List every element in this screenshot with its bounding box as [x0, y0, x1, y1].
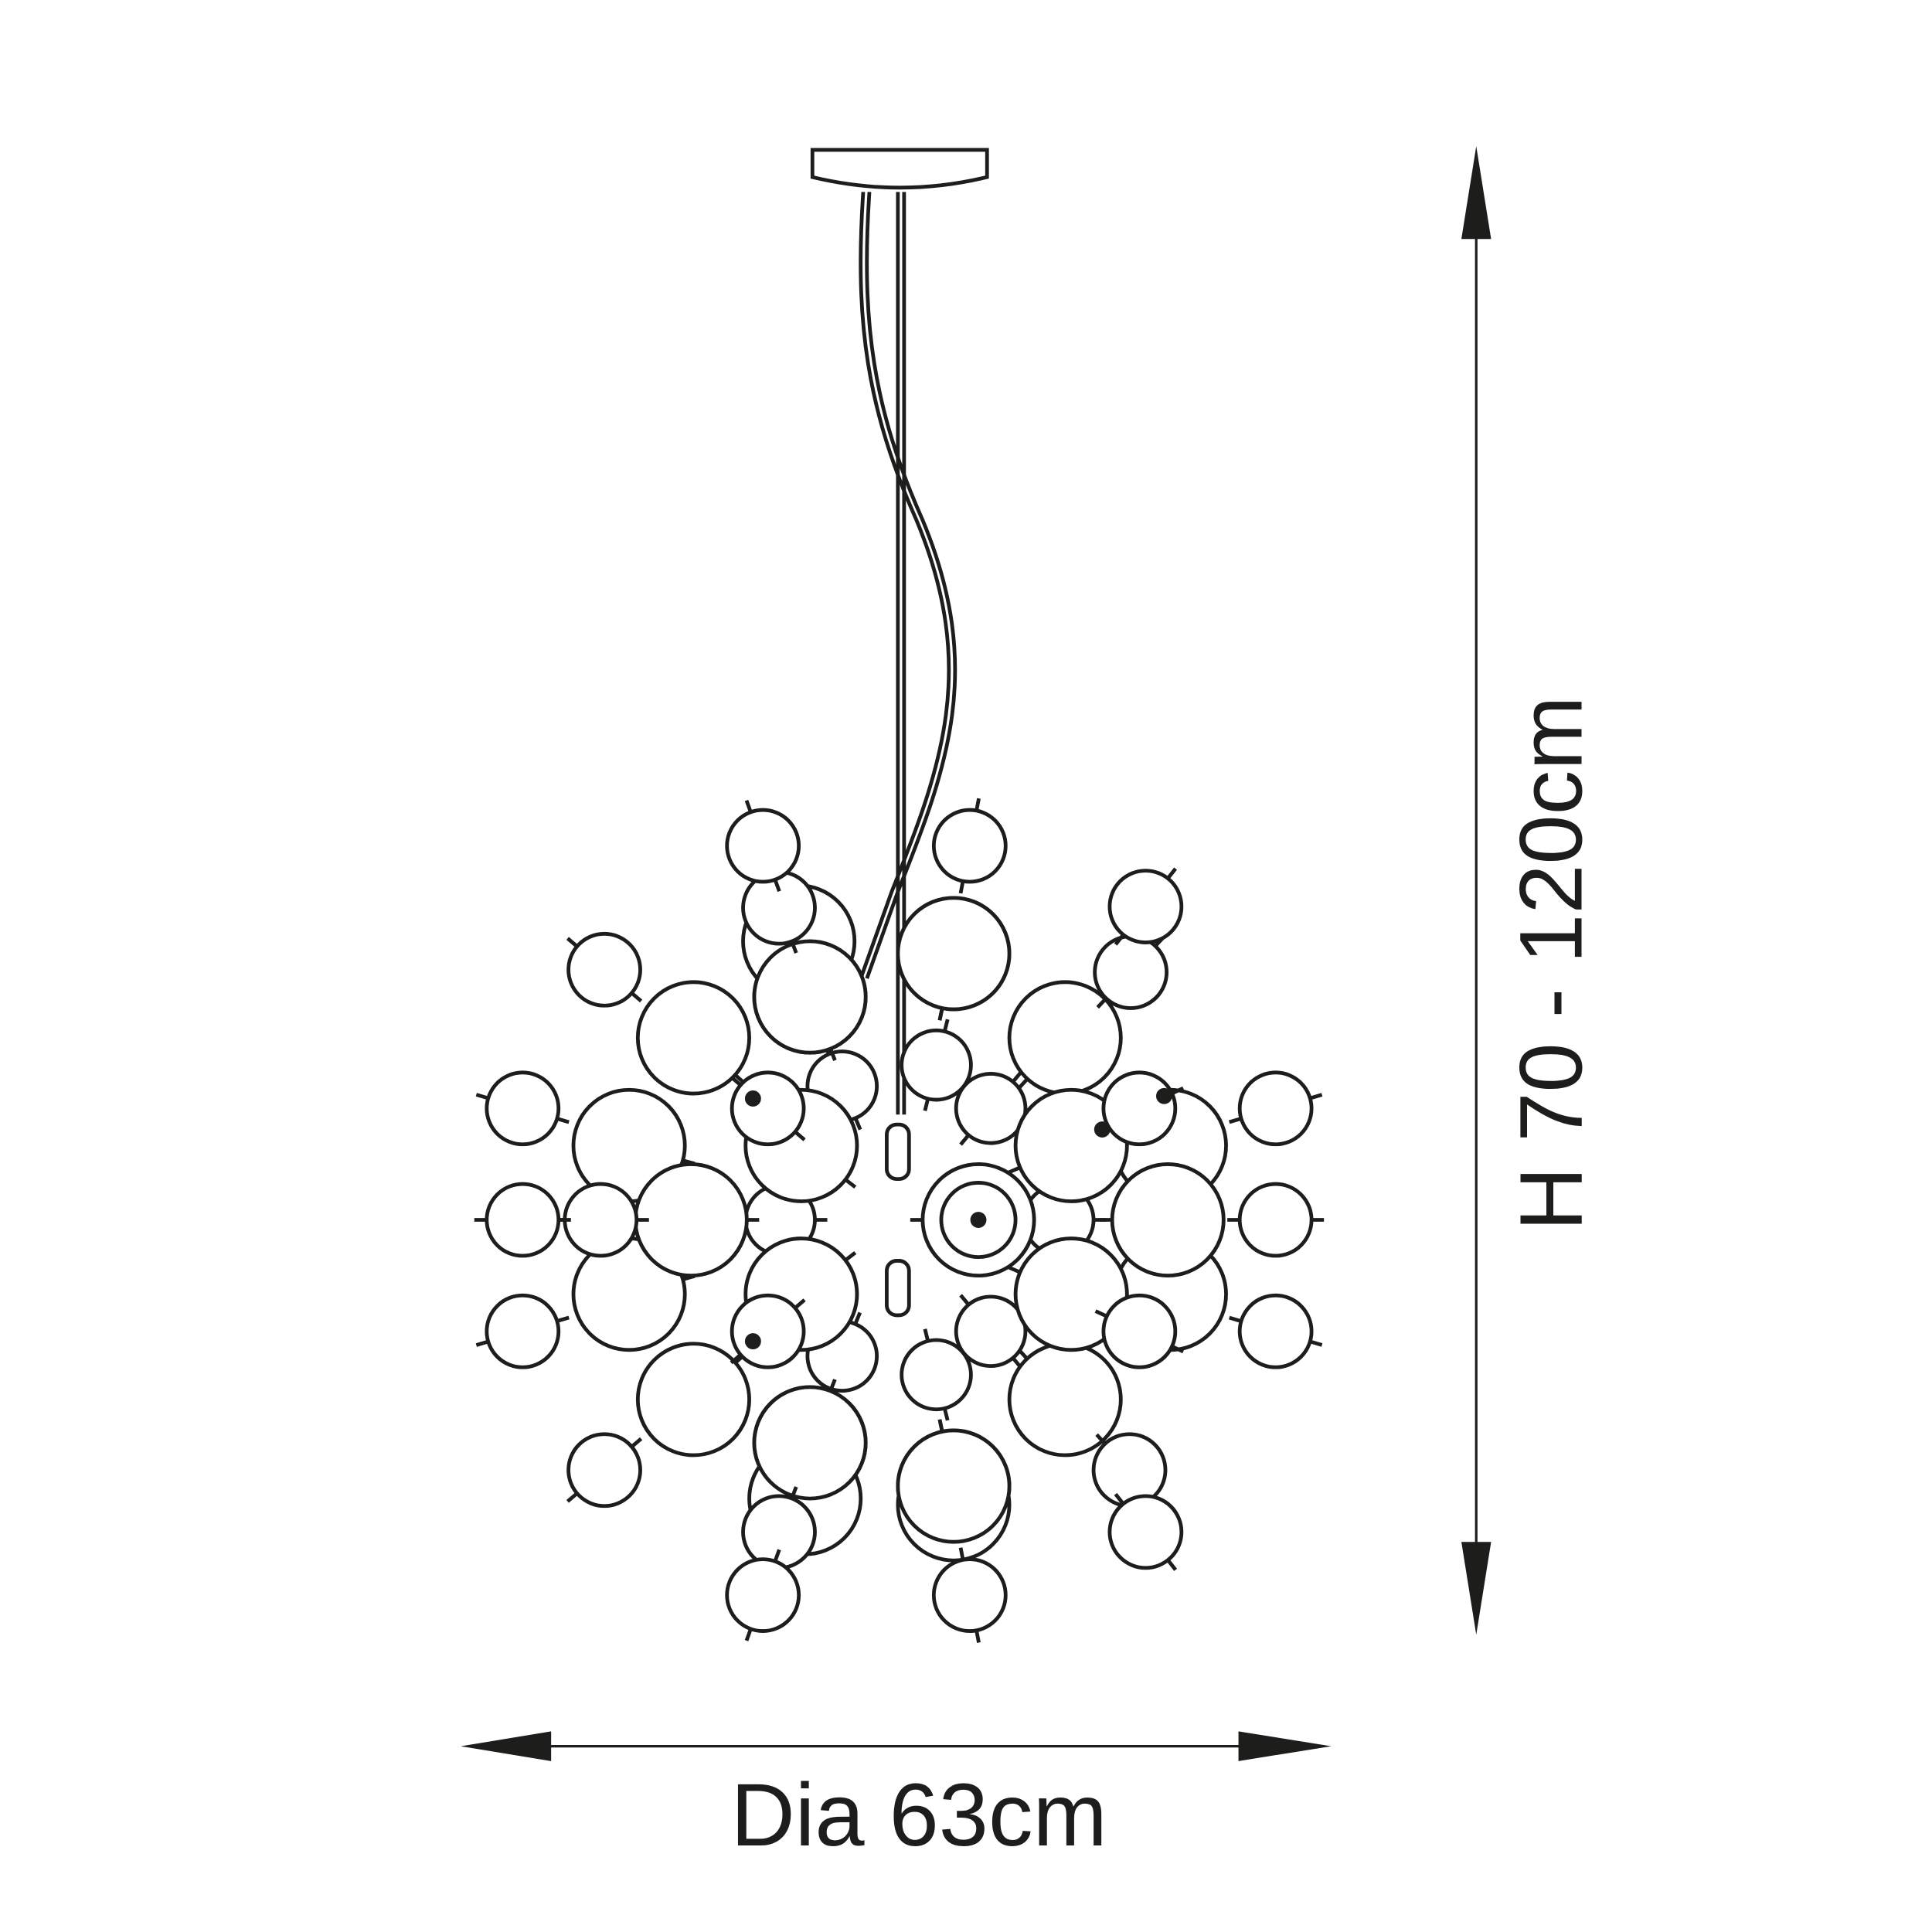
- glass-sphere: [485, 1182, 561, 1258]
- glass-sphere: [752, 1385, 868, 1501]
- glass-sphere: [1013, 1087, 1129, 1203]
- glass-sphere: [1007, 1342, 1123, 1458]
- glass-spheres: [474, 798, 1325, 1643]
- glass-sphere: [1101, 1070, 1178, 1147]
- glass-sphere: [900, 1028, 973, 1102]
- glass-sphere: [633, 1162, 749, 1278]
- glass-sphere: [566, 931, 642, 1008]
- glass-sphere: [485, 1293, 561, 1369]
- glass-sphere: [896, 1428, 1012, 1544]
- glass-sphere: [725, 808, 801, 884]
- glass-sphere: [635, 1342, 751, 1458]
- glass-sphere: [954, 1294, 1028, 1369]
- bulb-dot: [1094, 1121, 1111, 1138]
- height-dimension: [1461, 146, 1492, 1635]
- lamp-holder: [885, 1259, 911, 1318]
- glass-sphere: [1093, 934, 1169, 1010]
- glass-sphere: [741, 869, 817, 946]
- glass-sphere: [1107, 869, 1184, 944]
- glass-sphere: [1013, 1236, 1129, 1352]
- glass-sphere: [730, 1070, 806, 1147]
- power-cable-edge: [865, 192, 957, 979]
- pendant-fixture: [474, 148, 1325, 1643]
- power-cable: [859, 192, 951, 979]
- glass-sphere: [635, 980, 751, 1096]
- arrow-left-icon: [461, 1731, 552, 1761]
- bulb-dot: [970, 1212, 987, 1228]
- glass-sphere: [1237, 1182, 1314, 1258]
- glass-sphere: [1107, 1494, 1184, 1570]
- ceiling-canopy: [810, 148, 989, 190]
- glass-sphere: [566, 1432, 642, 1509]
- glass-sphere: [931, 1557, 1008, 1633]
- width-label: Dia 63cm: [730, 1766, 1107, 1865]
- glass-sphere: [563, 1182, 639, 1258]
- arrow-right-icon: [1238, 1731, 1332, 1761]
- glass-sphere: [1110, 1162, 1226, 1278]
- glass-sphere: [896, 896, 1012, 1012]
- glass-sphere: [1101, 1293, 1178, 1369]
- glass-sphere: [931, 808, 1008, 884]
- height-label: H 70 - 120cm: [1502, 696, 1600, 1232]
- glass-sphere: [1237, 1293, 1314, 1369]
- glass-sphere: [900, 1338, 973, 1412]
- glass-sphere: [752, 939, 868, 1055]
- glass-sphere: [725, 1557, 801, 1633]
- glass-sphere: [741, 1494, 817, 1570]
- bulb-dot: [1155, 1087, 1172, 1104]
- width-dimension: [461, 1731, 1332, 1761]
- glass-sphere: [485, 1070, 561, 1147]
- arrow-up-icon: [1461, 146, 1492, 240]
- glass-sphere: [954, 1072, 1028, 1145]
- lamp-holder: [885, 1122, 911, 1182]
- bulb-dot: [744, 1090, 761, 1107]
- bulb-dot: [744, 1333, 761, 1349]
- glass-sphere: [730, 1293, 806, 1369]
- glass-sphere: [1091, 1432, 1168, 1509]
- arrow-down-icon: [1461, 1542, 1492, 1635]
- glass-sphere: [1237, 1070, 1314, 1147]
